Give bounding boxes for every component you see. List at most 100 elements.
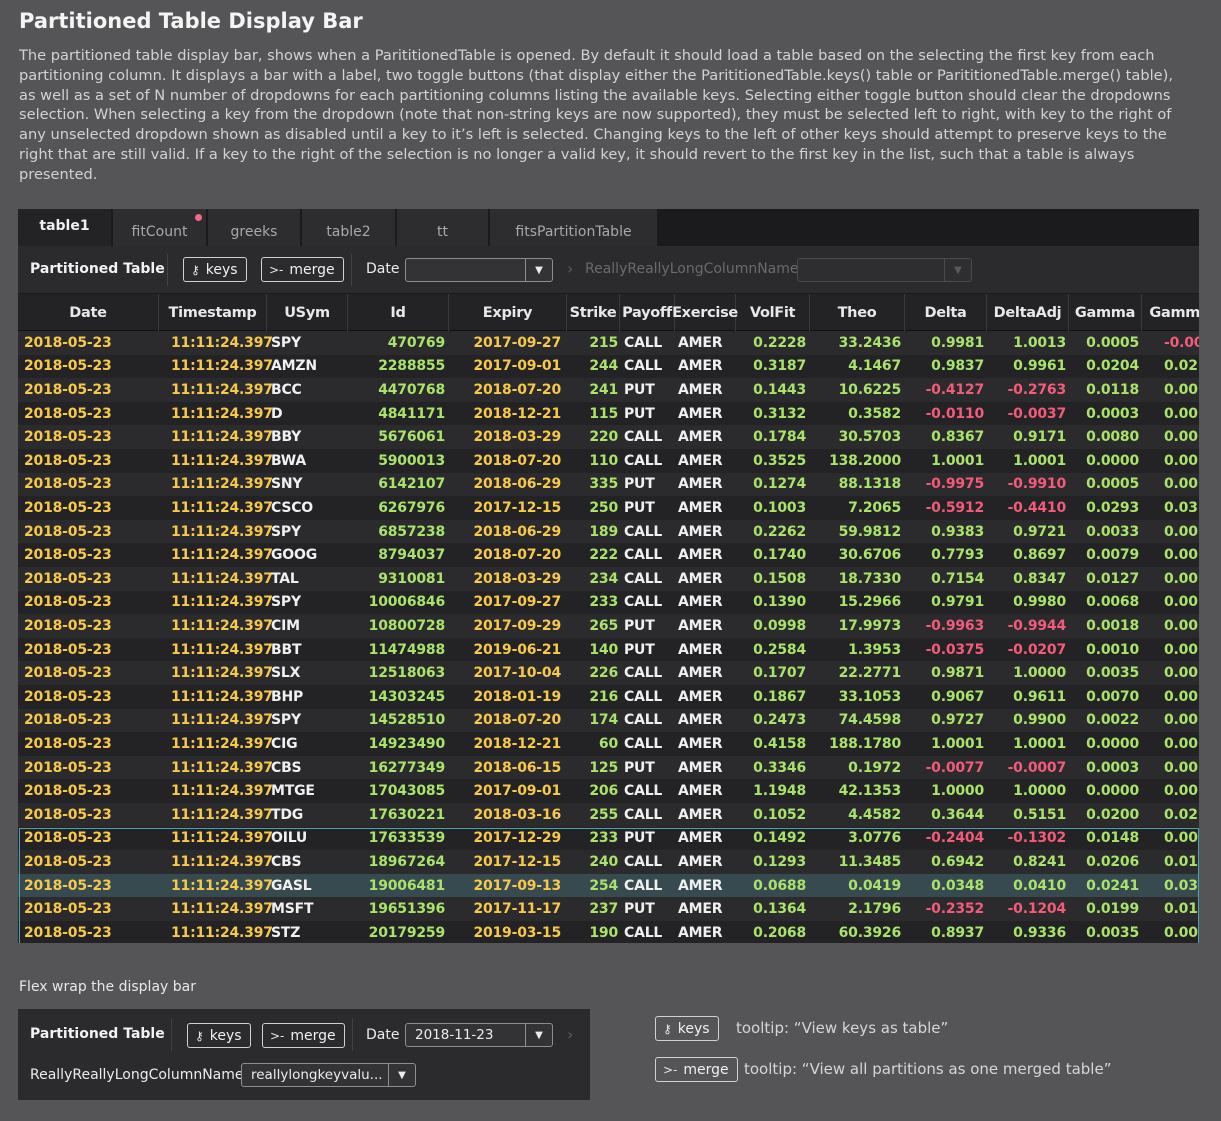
- cell-date: 2018-05-23: [24, 759, 112, 776]
- keys-toggle-button[interactable]: ⚷ keys: [187, 1023, 251, 1048]
- cell-strike: 240: [589, 853, 618, 870]
- merge-toggle-button[interactable]: >- merge: [262, 1023, 345, 1048]
- table-row[interactable]: 2018-05-23 11:11:24.397 CSCO 6267976 2017-12…: [18, 496, 1199, 520]
- cell-id: 18967264: [368, 853, 445, 870]
- cell-exercise: AMER: [678, 381, 723, 398]
- table-row[interactable]: 2018-05-23 11:11:24.397 AMZN 2288855 2017-09…: [18, 354, 1199, 379]
- table-row[interactable]: 2018-05-23 11:11:24.397 SPY 6857238 2018-06-…: [18, 519, 1199, 544]
- table-row[interactable]: 2018-05-23 11:11:24.397 BCC 4470768 2018-07-…: [18, 378, 1199, 402]
- table-row[interactable]: 2018-05-23 11:11:24.397 D 4841171 2018-12-21…: [18, 401, 1199, 426]
- cell-strike: 110: [589, 452, 618, 469]
- long-column-key-dropdown[interactable]: ▼: [797, 258, 972, 282]
- column-header-payoff[interactable]: Payoff: [620, 294, 675, 331]
- table-row[interactable]: 2018-05-23 11:11:24.397 CIM 10800728 2017-09…: [18, 614, 1199, 638]
- cell-usym: D: [271, 405, 283, 422]
- cell-exercise: AMER: [678, 547, 723, 564]
- table-row[interactable]: 2018-05-23 11:11:24.397 BBY 5676061 2018-03-…: [18, 425, 1199, 449]
- cell-exercise: AMER: [678, 665, 723, 682]
- cell-strike: 255: [589, 806, 618, 823]
- cell-expiry: 2018-07-20: [473, 547, 561, 564]
- tab-table1[interactable]: table1: [18, 209, 112, 246]
- tab-label: table1: [39, 217, 90, 234]
- tab-label: table2: [326, 224, 371, 240]
- table-row[interactable]: 2018-05-23 11:11:24.397 MTGE 17043085 2017-0…: [18, 779, 1199, 803]
- cell-timestamp: 11:11:24.397: [171, 452, 273, 469]
- column-header-date[interactable]: Date: [18, 294, 159, 331]
- cell-timestamp: 11:11:24.397: [171, 358, 273, 375]
- merge-button-example[interactable]: >- merge: [655, 1057, 738, 1082]
- column-header-gamma2[interactable]: Gamma: [1142, 294, 1199, 331]
- page-description: The partitioned table display bar, shows…: [19, 47, 1173, 183]
- keys-tooltip-text: tooltip: “View keys as table”: [736, 1019, 949, 1037]
- date-key-dropdown[interactable]: 2018-11-23 ▼: [405, 1023, 553, 1047]
- cell-deltaadj: -0.9944: [1007, 617, 1066, 634]
- tab-fitspartitiontable[interactable]: fitsPartitionTable: [490, 209, 658, 246]
- table-row[interactable]: 2018-05-23 11:11:24.397 SLX 12518063 2017-10…: [18, 661, 1199, 685]
- table-row[interactable]: 2018-05-23 11:11:24.397 OILU 17633539 2017-1…: [18, 826, 1199, 851]
- merge-toggle-button[interactable]: >- merge: [261, 257, 344, 282]
- cell-gamma: 0.0148: [1086, 830, 1139, 847]
- table-row[interactable]: 2018-05-23 11:11:24.397 TDG 17630221 2018-03…: [18, 803, 1199, 827]
- keys-button-example[interactable]: ⚷ keys: [655, 1016, 719, 1041]
- cell-id: 20179259: [368, 924, 445, 941]
- column-header-timestamp[interactable]: Timestamp: [159, 294, 267, 331]
- unread-badge: [195, 214, 202, 221]
- cell-payoff: PUT: [624, 641, 655, 658]
- column-header-theo[interactable]: Theo: [810, 294, 905, 331]
- column-header-deltaadj[interactable]: DeltaAdj: [987, 294, 1069, 331]
- column-header-strike[interactable]: Strike: [567, 294, 620, 331]
- column-header-delta[interactable]: Delta: [905, 294, 987, 331]
- cell-deltaadj: -0.0207: [1007, 641, 1066, 658]
- cell-exercise: AMER: [678, 594, 723, 611]
- cell-gamma: 0.0241: [1086, 877, 1139, 894]
- cell-volfit: 0.1052: [753, 806, 806, 823]
- column-header-id[interactable]: Id: [348, 294, 449, 331]
- tab-greeks[interactable]: greeks: [208, 209, 301, 246]
- cell-timestamp: 11:11:24.397: [171, 499, 273, 516]
- table-row[interactable]: 2018-05-23 11:11:24.397 BBT 11474988 2019-06…: [18, 637, 1199, 662]
- table-row[interactable]: 2018-05-23 11:11:24.397 TAL 9310081 2018-03-…: [18, 567, 1199, 591]
- table-row[interactable]: 2018-05-23 11:11:24.397 CBS 18967264 2017-12…: [18, 850, 1199, 874]
- table-row[interactable]: 2018-05-23 11:11:24.397 BHP 14303245 2018-01…: [18, 685, 1199, 709]
- table-row[interactable]: 2018-05-23 11:11:24.397 BWA 5900013 2018-07-…: [18, 449, 1199, 473]
- cell-exercise: AMER: [678, 641, 723, 658]
- cell-usym: SPY: [271, 334, 301, 351]
- table-row[interactable]: 2018-05-23 11:11:24.397 SNY 6142107 2018-06-…: [18, 472, 1199, 497]
- tab-tt[interactable]: tt: [397, 209, 489, 246]
- keys-toggle-button[interactable]: ⚷ keys: [183, 257, 247, 282]
- column-header-usym[interactable]: USym: [267, 294, 348, 331]
- table-row[interactable]: 2018-05-23 11:11:24.397 STZ 20179259 2019-03…: [18, 921, 1199, 943]
- table-row[interactable]: 2018-05-23 11:11:24.397 SPY 470769 2017-09-2…: [18, 331, 1199, 355]
- table-row[interactable]: 2018-05-23 11:11:24.397 CIG 14923490 2018-12…: [18, 732, 1199, 756]
- wrapped-display-bar: Partitioned Table ⚷ keys >- merge Date 2…: [18, 1009, 590, 1100]
- cell-date: 2018-05-23: [24, 547, 112, 564]
- cell-strike: 206: [589, 783, 618, 800]
- table-row[interactable]: 2018-05-23 11:11:24.397 SPY 14528510 2018-07…: [18, 708, 1199, 733]
- cell-delta: -0.4127: [925, 381, 984, 398]
- cell-usym: STZ: [271, 924, 301, 941]
- cell-deltaadj: 0.9900: [1013, 712, 1066, 729]
- long-column-key-dropdown[interactable]: reallylongkeyvalu... ▼: [241, 1063, 416, 1087]
- table-row[interactable]: 2018-05-23 11:11:24.397 MSFT 19651396 2017-1…: [18, 897, 1199, 921]
- cell-date: 2018-05-23: [24, 924, 112, 941]
- cell-strike: 226: [589, 665, 618, 682]
- cell-theo: 18.7330: [838, 570, 901, 587]
- column-header-expiry[interactable]: Expiry: [449, 294, 567, 331]
- column-header-gamma[interactable]: Gamma: [1069, 294, 1142, 331]
- tab-fitcount[interactable]: fitCount: [113, 209, 207, 246]
- table-row[interactable]: 2018-05-23 11:11:24.397 CBS 16277349 2018-06…: [18, 755, 1199, 780]
- cell-gamma: 0.0000: [1086, 452, 1139, 469]
- tab-table2[interactable]: table2: [302, 209, 396, 246]
- cell-date: 2018-05-23: [24, 641, 112, 658]
- cell-date: 2018-05-23: [24, 665, 112, 682]
- column-header-exercise[interactable]: Exercise: [672, 294, 738, 331]
- cell-exercise: AMER: [678, 429, 723, 446]
- cell-usym: SNY: [271, 476, 303, 493]
- cell-expiry: 2017-09-01: [473, 783, 561, 800]
- table-row[interactable]: 2018-05-23 11:11:24.397 GASL 19006481 2017-0…: [18, 873, 1199, 898]
- table-row[interactable]: 2018-05-23 11:11:24.397 SPY 10006846 2017-09…: [18, 590, 1199, 615]
- table-row[interactable]: 2018-05-23 11:11:24.397 GOOG 8794037 2018-07…: [18, 543, 1199, 567]
- cell-id: 14923490: [368, 735, 445, 752]
- column-header-volfit[interactable]: VolFit: [736, 294, 810, 331]
- date-key-dropdown[interactable]: ▼: [405, 258, 553, 282]
